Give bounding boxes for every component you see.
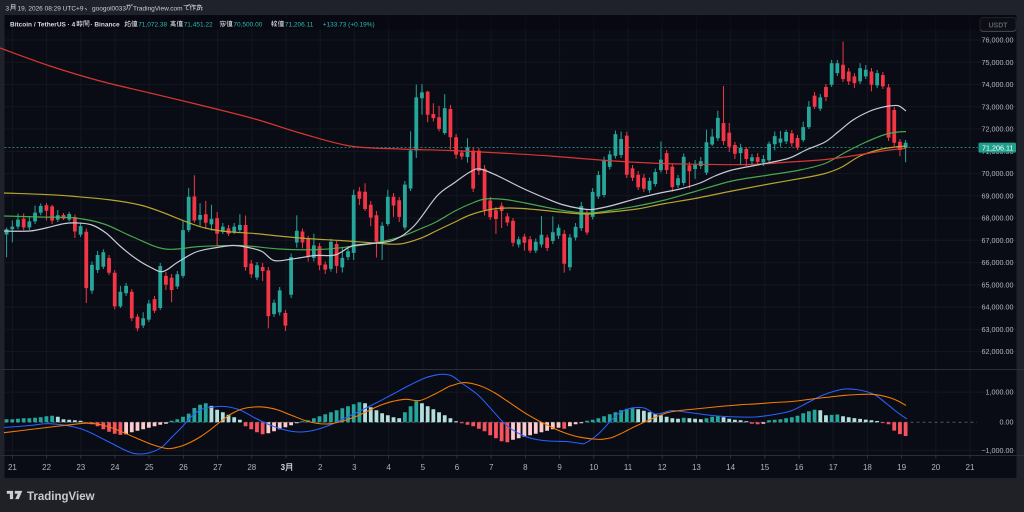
svg-text:−1,000.00: −1,000.00	[981, 446, 1013, 455]
svg-text:5: 5	[421, 463, 426, 472]
svg-text:68,000.00: 68,000.00	[982, 214, 1014, 223]
svg-text:6: 6	[455, 463, 460, 472]
svg-text:8: 8	[523, 463, 528, 472]
svg-text:70,000.00: 70,000.00	[982, 169, 1014, 178]
svg-text:10: 10	[589, 463, 598, 472]
svg-text:18: 18	[863, 463, 872, 472]
svg-text:googol0033: googol0033	[92, 6, 126, 13]
svg-text:17: 17	[829, 463, 838, 472]
svg-text:3: 3	[352, 463, 357, 472]
svg-text:76,000.00: 76,000.00	[982, 36, 1014, 45]
svg-text:12: 12	[658, 463, 667, 472]
svg-text:71,451.22: 71,451.22	[184, 21, 213, 28]
svg-text:25: 25	[145, 463, 154, 472]
svg-text:3: 3	[281, 463, 286, 472]
svg-text:TradingView.com: TradingView.com	[133, 6, 183, 13]
svg-text:72,000.00: 72,000.00	[982, 125, 1014, 134]
svg-text:14: 14	[726, 463, 735, 472]
svg-text:73,000.00: 73,000.00	[982, 102, 1014, 111]
svg-text:15: 15	[760, 463, 769, 472]
svg-text:TradingView: TradingView	[27, 491, 95, 503]
svg-text:16: 16	[795, 463, 804, 472]
svg-text:1,000.00: 1,000.00	[986, 388, 1014, 397]
svg-text:28: 28	[247, 463, 256, 472]
svg-text:70,500.00: 70,500.00	[233, 21, 262, 28]
svg-text:71,206.11: 71,206.11	[982, 143, 1013, 152]
svg-text:63,000.00: 63,000.00	[982, 325, 1014, 334]
svg-text:Bitcoin / TetherUS · 4: Bitcoin / TetherUS · 4	[10, 21, 76, 28]
svg-text:26: 26	[179, 463, 188, 472]
svg-text:71,206.11: 71,206.11	[285, 21, 314, 28]
svg-text:+133.73 (+0.19%): +133.73 (+0.19%)	[323, 21, 375, 28]
svg-text:24: 24	[111, 463, 120, 472]
svg-text:20: 20	[931, 463, 940, 472]
svg-text:62,000.00: 62,000.00	[982, 347, 1014, 356]
svg-text:74,000.00: 74,000.00	[982, 80, 1014, 89]
svg-text:2: 2	[318, 463, 323, 472]
svg-text:21: 21	[966, 463, 975, 472]
svg-text:75,000.00: 75,000.00	[982, 58, 1014, 67]
svg-text:· Binance: · Binance	[90, 21, 120, 28]
svg-text:69,000.00: 69,000.00	[982, 191, 1014, 200]
svg-text:19: 19	[897, 463, 906, 472]
svg-text:0.00: 0.00	[1000, 418, 1014, 427]
svg-text:11: 11	[624, 463, 633, 472]
svg-text:66,000.00: 66,000.00	[982, 258, 1014, 267]
svg-text:3: 3	[6, 6, 10, 13]
svg-text:9: 9	[557, 463, 562, 472]
svg-text:27: 27	[213, 463, 222, 472]
svg-text:23: 23	[76, 463, 85, 472]
svg-text:4: 4	[386, 463, 391, 472]
svg-text:21: 21	[8, 463, 17, 472]
svg-text:64,000.00: 64,000.00	[982, 303, 1014, 312]
svg-text:19, 2026 08:29 UTC+9: 19, 2026 08:29 UTC+9	[18, 6, 84, 13]
svg-text:65,000.00: 65,000.00	[982, 281, 1014, 290]
svg-text:7: 7	[489, 463, 494, 472]
svg-text:22: 22	[42, 463, 51, 472]
svg-text:13: 13	[692, 463, 701, 472]
svg-text:67,000.00: 67,000.00	[982, 236, 1014, 245]
svg-text:71,072.38: 71,072.38	[138, 21, 167, 28]
